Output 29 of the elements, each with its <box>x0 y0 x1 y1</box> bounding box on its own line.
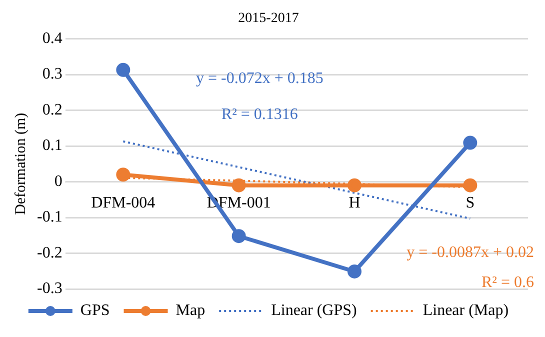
annotation: R² = 0.1316 <box>221 106 298 124</box>
annotation: y = -0.0087x + 0.02 <box>406 244 534 262</box>
x-tick-label: DFM-004 <box>91 194 156 212</box>
legend-label: GPS <box>80 302 110 320</box>
y-tick-label: 0.1 <box>42 137 62 154</box>
chart-title: 2015-2017 <box>238 11 299 26</box>
legend-label: Linear (Map) <box>422 302 509 320</box>
y-tick-label: -0.1 <box>37 208 62 226</box>
y-tick-label: 0.4 <box>42 30 62 48</box>
point <box>116 62 130 77</box>
y-tick-label: 0 <box>54 172 62 190</box>
point <box>463 136 478 150</box>
legend-label: Map <box>176 302 206 320</box>
y-axis-title: Deformation (m) <box>12 112 29 215</box>
x-tick-label: H <box>348 194 361 212</box>
point <box>348 178 362 192</box>
y-tick-label: 0.3 <box>42 66 62 83</box>
point <box>232 178 246 192</box>
point <box>232 229 246 244</box>
point <box>348 264 362 278</box>
y-tick-label: -0.3 <box>37 280 62 298</box>
legend-label: Linear (GPS) <box>271 302 357 320</box>
point <box>463 178 478 192</box>
y-tick-label: 0.2 <box>42 101 62 118</box>
y-tick-label: -0.2 <box>37 244 62 262</box>
annotation: y = -0.072x + 0.185 <box>196 70 324 88</box>
annotation: R² = 0.6 <box>482 274 534 292</box>
point <box>116 168 130 182</box>
x-tick-label: S <box>466 194 475 212</box>
